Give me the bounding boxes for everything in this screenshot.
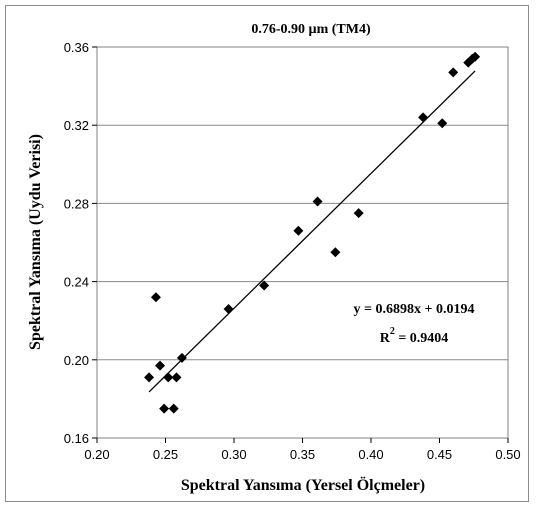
data-point xyxy=(437,118,448,129)
y-tick-label: 0.20 xyxy=(64,353,89,368)
chart-frame xyxy=(5,5,529,502)
y-tick-label: 0.24 xyxy=(64,275,89,290)
data-point xyxy=(293,225,304,236)
x-tick-label: 0.25 xyxy=(153,447,178,462)
y-axis-title: Spektral Yansıma (Uydu Verisi) xyxy=(27,134,44,350)
y-tick-label: 0.28 xyxy=(64,196,89,211)
y-tick-label: 0.16 xyxy=(64,431,89,446)
data-point xyxy=(418,112,429,123)
data-point xyxy=(168,403,179,414)
data-point xyxy=(353,208,364,219)
r2-superscript: 2 xyxy=(390,326,395,337)
x-tick-label: 0.50 xyxy=(495,447,520,462)
y-tick-label: 0.36 xyxy=(64,40,89,55)
r2-value: = 0.9404 xyxy=(395,331,448,346)
chart-title: 0.76-0.90 µm (TM4) xyxy=(251,22,371,37)
data-point xyxy=(259,280,270,291)
trendline xyxy=(148,70,476,393)
plot-area xyxy=(96,46,509,439)
x-tick-label: 0.30 xyxy=(221,447,246,462)
gridlines xyxy=(97,124,508,361)
data-point xyxy=(171,372,182,383)
x-axis-title: Spektral Yansıma (Yersel Ölçmeler) xyxy=(181,476,425,494)
x-tick-label: 0.20 xyxy=(84,447,109,462)
axis-ticks: 0.160.200.240.280.320.360.20 0.25 0.30 0.35… xyxy=(64,40,521,462)
data-point xyxy=(176,352,187,363)
data-point xyxy=(163,372,174,383)
data-point xyxy=(470,51,481,62)
x-tick-label: 0.45 xyxy=(427,447,452,462)
data-point xyxy=(144,372,155,383)
data-point xyxy=(330,247,341,258)
x-tick-label: 0.40 xyxy=(358,447,383,462)
data-points xyxy=(144,51,481,414)
x-tick-label: 0.35 xyxy=(290,447,315,462)
data-point xyxy=(159,403,170,414)
data-point xyxy=(448,67,459,78)
data-point xyxy=(155,360,166,371)
r2-base: R xyxy=(380,331,391,346)
r-squared-label: R2 = 0.9404 xyxy=(380,326,449,346)
data-point xyxy=(312,196,323,207)
data-point xyxy=(223,303,234,314)
regression-equation: y = 0.6898x + 0.0194 xyxy=(354,302,475,317)
y-tick-label: 0.32 xyxy=(64,118,89,133)
data-point xyxy=(150,292,161,303)
